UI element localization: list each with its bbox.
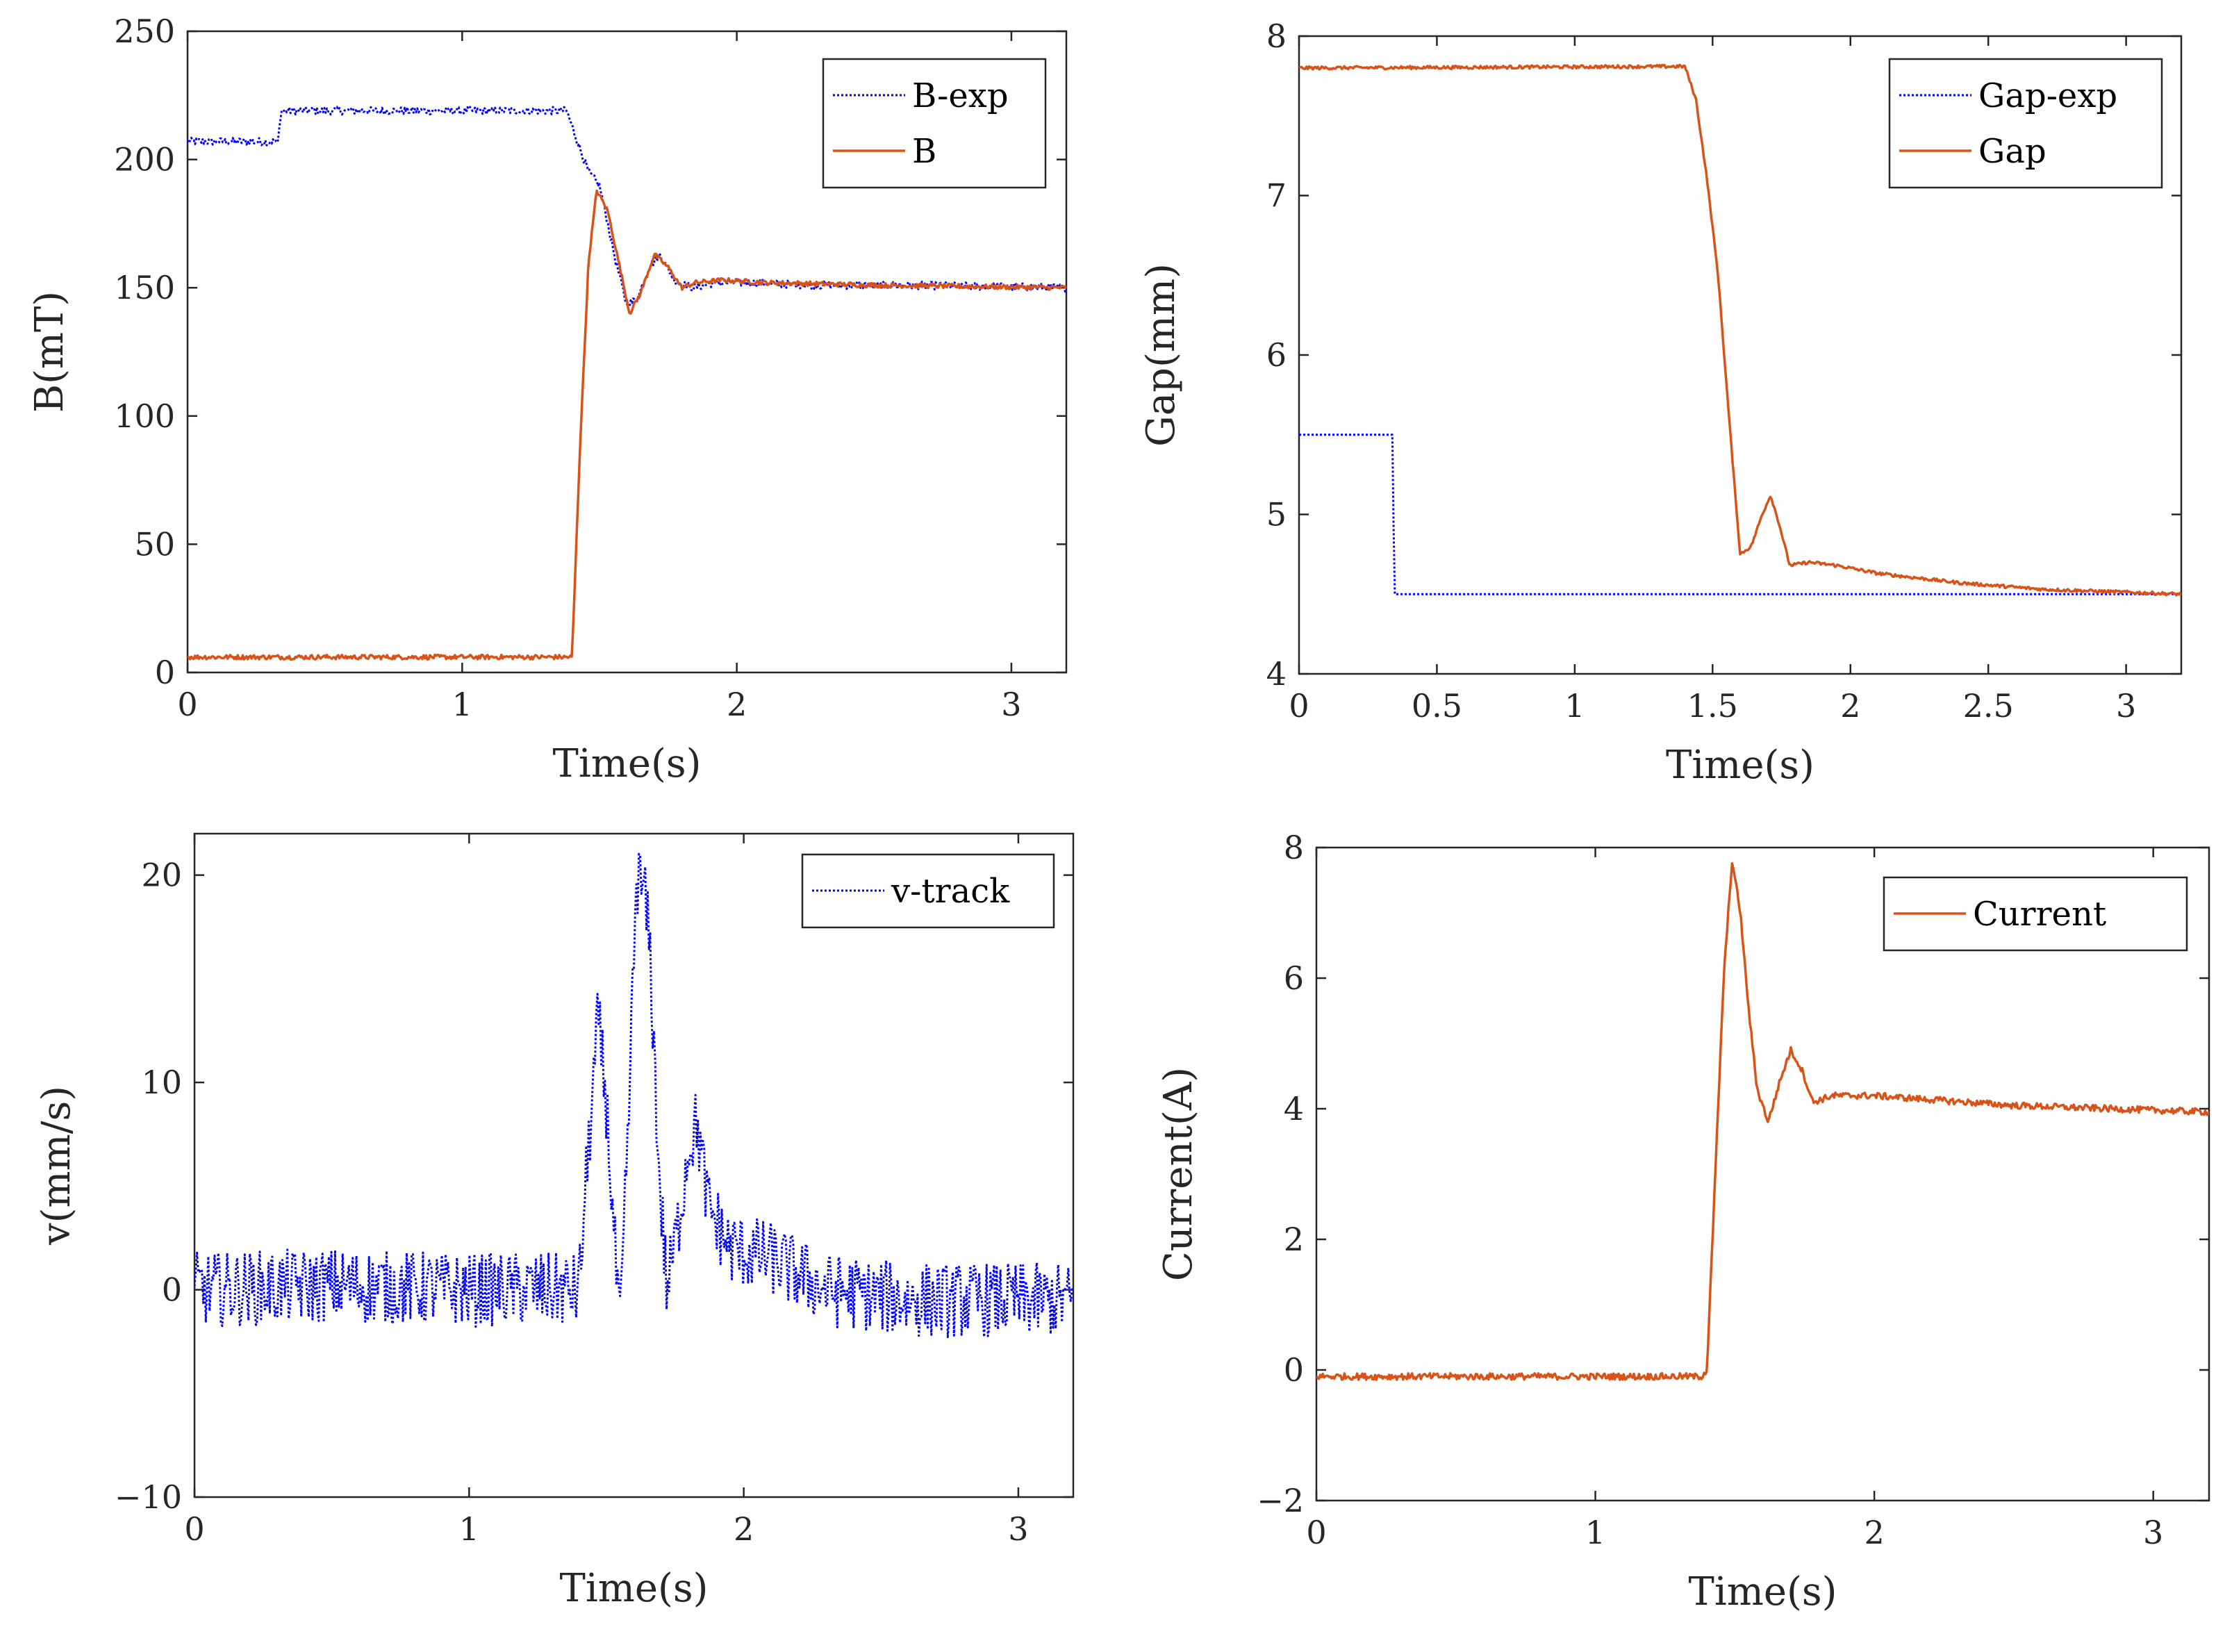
y-tick-label: 100 — [114, 397, 175, 435]
series-group — [195, 852, 1073, 1339]
legend: Gap-exp Gap — [1888, 58, 2163, 189]
x-axis-label: Time(s) — [1689, 1569, 1837, 1614]
y-tick-label: 0 — [155, 654, 175, 691]
x-tick-label: 0.5 — [1412, 687, 1462, 725]
y-tick-label: 4 — [1266, 655, 1287, 693]
x-tick-label: 2 — [1864, 1514, 1884, 1551]
x-tick-label: 2 — [1840, 687, 1860, 725]
x-tick-label: 0 — [1306, 1514, 1326, 1551]
y-tick-label: 250 — [114, 13, 175, 50]
x-axis-label: Time(s) — [560, 1566, 709, 1611]
chart-gap: 0 0.5 1 1.5 2 2.5 345678Time(s)Gap(mm)Gap-expG… — [1139, 17, 2183, 788]
y-tick-label: 6 — [1266, 336, 1287, 374]
x-axis-label: Time(s) — [553, 741, 702, 786]
x-axis-label: Time(s) — [1666, 743, 1814, 788]
x-tick-label: 0 — [177, 686, 197, 723]
legend-label: Gap-exp — [1978, 76, 2117, 115]
y-axis-label: v(mm/s) — [34, 1086, 79, 1246]
x-tick-label: 1 — [1564, 687, 1585, 725]
x-tick-label: 1.5 — [1687, 687, 1738, 725]
y-axis-label: Current(A) — [1156, 1067, 1201, 1281]
y-tick-label: 20 — [141, 857, 182, 894]
y-tick-label: 0 — [1284, 1351, 1304, 1389]
chart-b: 0 1 2 3 0 50 100 150 200 250 Time(s) B(mT) B-exp B — [27, 13, 1068, 786]
legend-box — [801, 853, 1055, 929]
y-tick-label: 150 — [114, 269, 175, 306]
x-tick-label: 3 — [1001, 686, 1021, 723]
series-line-gap — [1299, 63, 2181, 597]
x-tick-label: 3 — [2143, 1514, 2163, 1551]
series-line-b — [188, 189, 1066, 661]
legend-label: B — [912, 132, 936, 171]
y-tick-label: 200 — [114, 141, 175, 179]
series-line-v-track — [195, 852, 1073, 1339]
y-tick-label: 50 — [134, 525, 175, 563]
y-tick-label: −2 — [1257, 1482, 1304, 1519]
legend-label: v-track — [891, 872, 1010, 911]
series-group — [188, 106, 1066, 661]
x-tick-label: 2.5 — [1963, 687, 2014, 725]
y-tick-label: 4 — [1284, 1090, 1304, 1128]
legend: Current — [1883, 876, 2188, 952]
y-tick-label: 8 — [1266, 17, 1287, 55]
series-line-current — [1316, 861, 2209, 1381]
legend-box — [822, 58, 1047, 189]
x-tick-label: 1 — [459, 1510, 479, 1548]
x-tick-label: 1 — [1585, 1514, 1605, 1551]
series-group — [1316, 861, 2209, 1381]
x-tick-label: 3 — [2116, 687, 2136, 725]
legend-label: Gap — [1978, 132, 2047, 171]
y-tick-label: 8 — [1284, 829, 1304, 866]
legend-box — [1888, 58, 2163, 189]
y-tick-label: 6 — [1284, 959, 1304, 997]
x-tick-label: 3 — [1008, 1510, 1028, 1548]
plot-area — [193, 832, 1075, 1498]
x-tick-label: 1 — [452, 686, 472, 723]
series-group — [1299, 63, 2181, 597]
x-tick-label: 0 — [184, 1510, 204, 1548]
y-tick-label: −10 — [115, 1478, 182, 1516]
y-axis-label: Gap(mm) — [1139, 263, 1184, 447]
legend: B-exp B — [822, 58, 1047, 189]
y-tick-label: 7 — [1266, 177, 1287, 215]
x-tick-label: 0 — [1289, 687, 1309, 725]
y-tick-label: 5 — [1266, 496, 1287, 534]
y-tick-label: 0 — [162, 1271, 182, 1309]
legend-label: B-exp — [912, 76, 1009, 115]
legend: v-track — [801, 853, 1055, 929]
y-tick-label: 10 — [141, 1064, 182, 1101]
plot-area — [1315, 846, 2210, 1502]
x-tick-label: 2 — [727, 686, 747, 723]
x-tick-label: 2 — [734, 1510, 754, 1548]
y-tick-label: 2 — [1284, 1221, 1304, 1258]
legend-label: Current — [1973, 895, 2106, 934]
y-axis-label: B(mT) — [27, 291, 72, 413]
series-line-gap-exp — [1299, 433, 2181, 595]
